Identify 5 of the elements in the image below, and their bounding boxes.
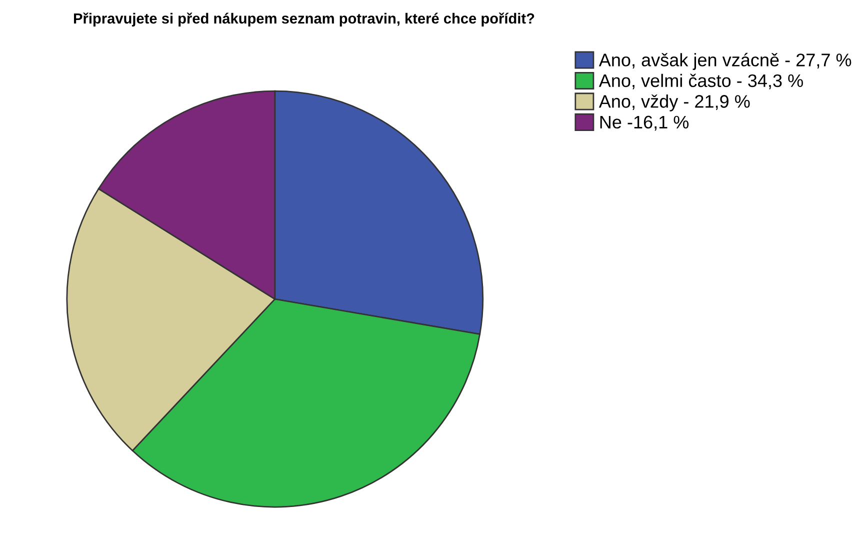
chart-title: Připravujete si před nákupem seznam potravin, které chce pořídit? bbox=[74, 12, 534, 27]
legend-label: Ne -16,1 % bbox=[600, 116, 689, 131]
legend-label: Ano, vždy - 21,9 % bbox=[598, 94, 750, 112]
legend-label: Ano, avšak jen vzácně - 27,7 % bbox=[598, 52, 852, 70]
legend-label: Ano, velmi často - 34,3 % bbox=[598, 74, 803, 90]
